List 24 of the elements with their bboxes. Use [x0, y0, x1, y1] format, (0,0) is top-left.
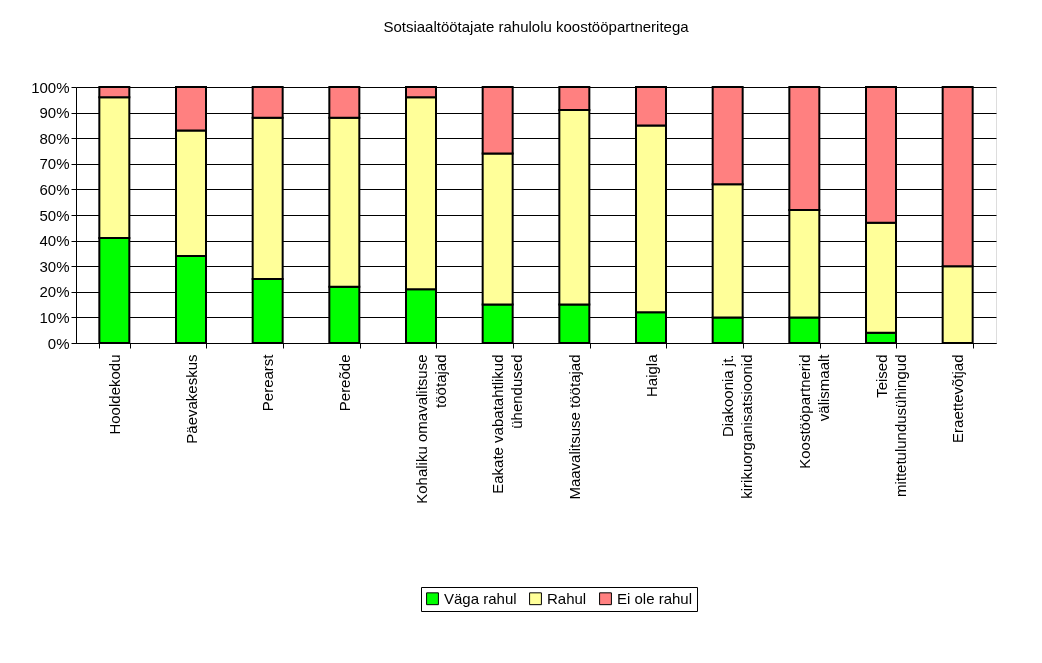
legend-label: Rahul: [547, 589, 587, 607]
y-tick-label: 90%: [39, 104, 70, 122]
y-tick-label: 70%: [39, 155, 70, 173]
legend-label: Väga rahul: [444, 589, 517, 607]
x-tick-label: Pereõde: [335, 354, 353, 412]
x-tick-label: Hooldekodu: [105, 354, 123, 435]
y-tick-label: 20%: [39, 283, 70, 301]
y-tick-label: 100%: [31, 78, 70, 96]
x-tick-label: Kohaliku omavalitsuse töötajad: [412, 354, 449, 504]
x-tick-label: Haigla: [642, 353, 660, 398]
y-tick-label: 30%: [39, 257, 70, 275]
x-tick-label: Perearst: [259, 353, 277, 412]
x-tick-label: Diakoonia jt. kirikuorganisatsioonid: [719, 354, 756, 499]
legend-label: Ei ole rahul: [617, 589, 693, 607]
x-tick-label: Päevakeskus: [182, 354, 200, 444]
y-tick-label: 40%: [39, 232, 70, 250]
x-tick-label: Eraettevõtjad: [949, 354, 967, 443]
chart-title: Sotsiaaltöötajate rahulolu koostööpartneritega: [383, 18, 690, 35]
y-tick-label: 50%: [39, 206, 70, 224]
y-tick-label: 10%: [39, 308, 70, 326]
y-tick-label: 60%: [39, 180, 70, 198]
x-tick-label: Maavalitsuse töötajad: [565, 354, 583, 500]
y-tick-label: 80%: [39, 129, 70, 147]
y-tick-label: 0%: [47, 334, 70, 352]
